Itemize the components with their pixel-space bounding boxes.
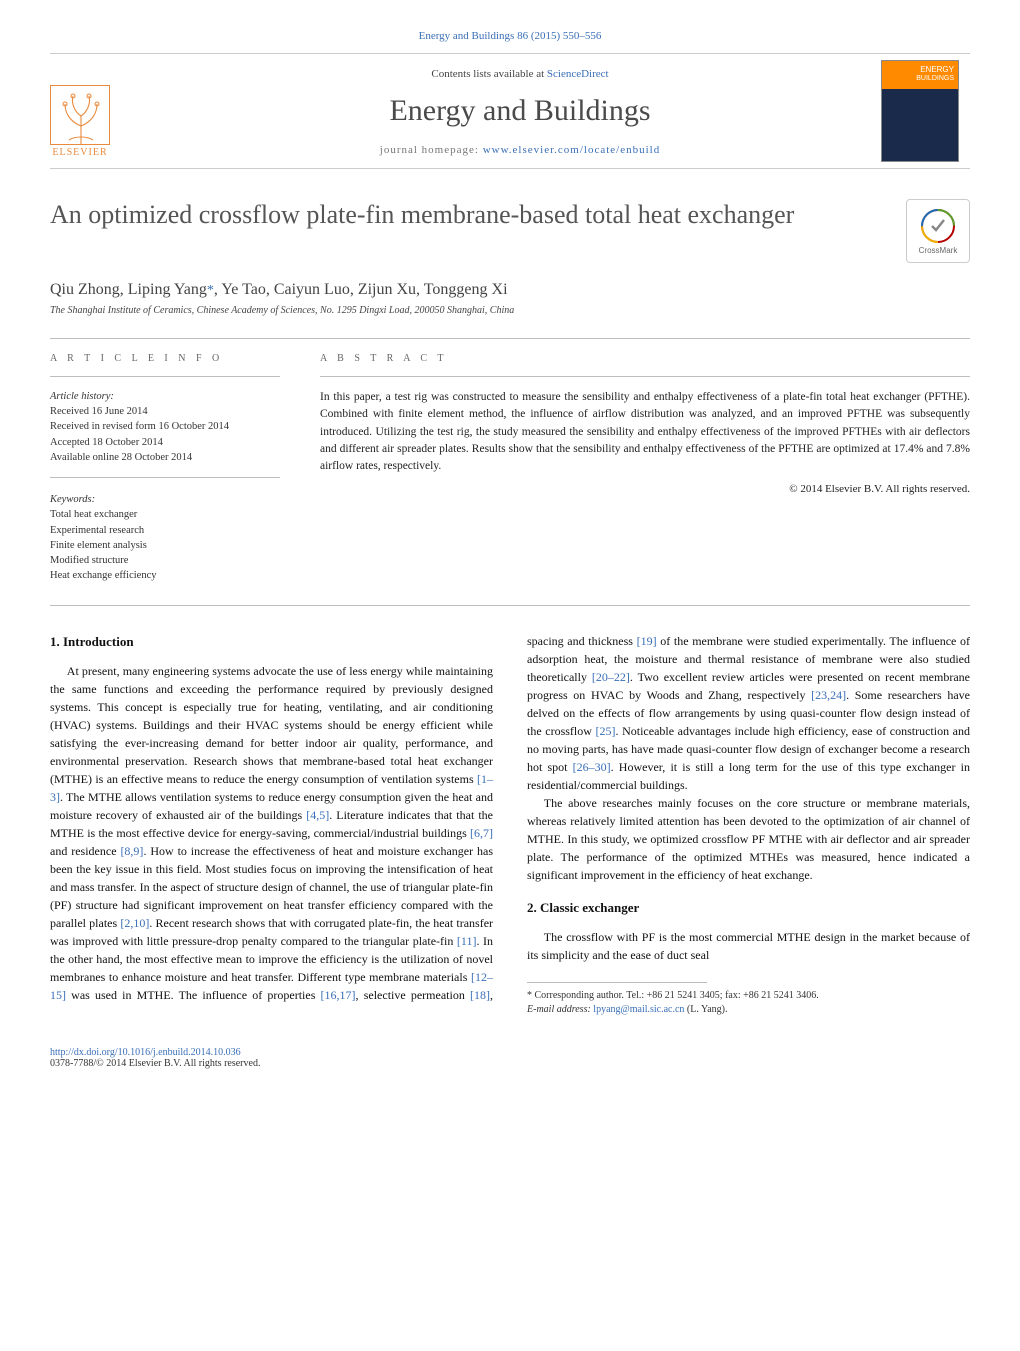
- text-run: and residence: [50, 844, 120, 858]
- keyword-item: Experimental research: [50, 523, 280, 538]
- authors-rest: , Ye Tao, Caiyun Luo, Zijun Xu, Tonggeng…: [214, 281, 508, 298]
- email-who: (L. Yang).: [684, 1004, 727, 1015]
- article-info-col: A R T I C L E I N F O Article history: R…: [50, 353, 280, 583]
- cite-link[interactable]: [4,5]: [306, 808, 329, 822]
- homepage-prefix: journal homepage:: [380, 144, 483, 156]
- cite-link[interactable]: [26–30]: [573, 760, 611, 774]
- abstract-col: A B S T R A C T In this paper, a test ri…: [320, 353, 970, 583]
- rule-kw: [50, 477, 280, 478]
- elsevier-logo: ELSEVIER: [50, 85, 110, 158]
- crossmark-label: CrossMark: [919, 246, 958, 255]
- body-columns: 1. Introduction At present, many enginee…: [50, 632, 970, 1017]
- cite-link[interactable]: [19]: [637, 634, 657, 648]
- cite-link[interactable]: [18]: [470, 988, 490, 1002]
- meta-abstract-row: A R T I C L E I N F O Article history: R…: [50, 353, 970, 583]
- homepage-line: journal homepage: www.elsevier.com/locat…: [170, 144, 870, 156]
- rule-abs: [320, 376, 970, 377]
- keyword-item: Finite element analysis: [50, 538, 280, 553]
- cite-link[interactable]: [25]: [596, 724, 616, 738]
- journal-name: Energy and Buildings: [170, 94, 870, 128]
- email-footnote: E-mail address: lpyang@mail.sic.ac.cn (L…: [527, 1003, 970, 1017]
- history-accepted: Accepted 18 October 2014: [50, 435, 280, 450]
- rule-top: [50, 338, 970, 339]
- corr-marker: *: [207, 283, 214, 298]
- title-row: An optimized crossflow plate-fin membran…: [50, 199, 970, 263]
- cite-link[interactable]: [2,10]: [120, 916, 149, 930]
- email-label: E-mail address:: [527, 1004, 593, 1015]
- abstract-text: In this paper, a test rig was constructe…: [320, 389, 970, 475]
- masthead-center: Contents lists available at ScienceDirec…: [170, 54, 870, 168]
- crossmark-icon: [920, 208, 956, 244]
- affiliation: The Shanghai Institute of Ceramics, Chin…: [50, 305, 970, 316]
- text-run: the other hand, the most effective mean …: [50, 952, 493, 984]
- footnote-block: * Corresponding author. Tel.: +86 21 524…: [527, 982, 970, 1017]
- section-1-para-3: The above researches mainly focuses on t…: [527, 794, 970, 884]
- issn-line: 0378-7788/© 2014 Elsevier B.V. All right…: [50, 1058, 970, 1069]
- authors-main: Qiu Zhong, Liping Yang: [50, 281, 207, 298]
- cite-link[interactable]: [8,9]: [120, 844, 143, 858]
- citation-link[interactable]: Energy and Buildings 86 (2015) 550–556: [419, 30, 602, 42]
- text-run: At present, many engineering systems adv…: [50, 664, 493, 786]
- rule-bottom: [50, 605, 970, 606]
- email-link[interactable]: lpyang@mail.sic.ac.cn: [593, 1004, 684, 1015]
- corr-footnote: * Corresponding author. Tel.: +86 21 524…: [527, 989, 970, 1003]
- abstract-head: A B S T R A C T: [320, 353, 970, 364]
- section-1-head: 1. Introduction: [50, 632, 493, 652]
- masthead: ELSEVIER Contents lists available at Sci…: [50, 53, 970, 169]
- publisher-block: ELSEVIER: [50, 54, 170, 168]
- keyword-item: Heat exchange efficiency: [50, 568, 280, 583]
- section-2-para-1: The crossflow with PF is the most commer…: [527, 928, 970, 964]
- article-title: An optimized crossflow plate-fin membran…: [50, 199, 886, 232]
- cite-link[interactable]: [6,7]: [470, 826, 493, 840]
- article: An optimized crossflow plate-fin membran…: [0, 169, 1020, 1037]
- rule-info: [50, 376, 280, 377]
- footnote-rule: [527, 982, 707, 983]
- keyword-item: Total heat exchanger: [50, 507, 280, 522]
- authors: Qiu Zhong, Liping Yang*, Ye Tao, Caiyun …: [50, 281, 970, 299]
- homepage-link[interactable]: www.elsevier.com/locate/enbuild: [483, 144, 661, 156]
- history-received: Received 16 June 2014: [50, 404, 280, 419]
- history-label: Article history:: [50, 389, 280, 404]
- doi-link[interactable]: http://dx.doi.org/10.1016/j.enbuild.2014…: [50, 1047, 241, 1058]
- history-online: Available online 28 October 2014: [50, 450, 280, 465]
- cite-link[interactable]: [23,24]: [811, 688, 846, 702]
- keywords-label: Keywords:: [50, 492, 280, 507]
- running-head: Energy and Buildings 86 (2015) 550–556: [0, 0, 1020, 53]
- history-block: Article history: Received 16 June 2014 R…: [50, 389, 280, 583]
- journal-cover-thumb: [881, 60, 959, 162]
- cite-link[interactable]: [20–22]: [592, 670, 630, 684]
- abstract-copyright: © 2014 Elsevier B.V. All rights reserved…: [320, 483, 970, 495]
- cite-link[interactable]: [11]: [457, 934, 477, 948]
- crossmark-badge[interactable]: CrossMark: [906, 199, 970, 263]
- contents-line: Contents lists available at ScienceDirec…: [170, 68, 870, 80]
- page-footer: http://dx.doi.org/10.1016/j.enbuild.2014…: [0, 1037, 1020, 1099]
- section-2-head: 2. Classic exchanger: [527, 898, 970, 918]
- sciencedirect-link[interactable]: ScienceDirect: [547, 68, 609, 80]
- cite-link[interactable]: [16,17]: [321, 988, 356, 1002]
- text-run: , selective permeation: [356, 988, 470, 1002]
- elsevier-tree-icon: [50, 85, 110, 145]
- contents-prefix: Contents lists available at: [431, 68, 546, 80]
- article-info-head: A R T I C L E I N F O: [50, 353, 280, 364]
- elsevier-wordmark: ELSEVIER: [52, 147, 107, 158]
- history-revised: Received in revised form 16 October 2014: [50, 419, 280, 434]
- keyword-item: Modified structure: [50, 553, 280, 568]
- cover-block: [870, 54, 970, 168]
- text-run: . In: [476, 934, 493, 948]
- text-run: was used in MTHE. The influence of prope…: [66, 988, 321, 1002]
